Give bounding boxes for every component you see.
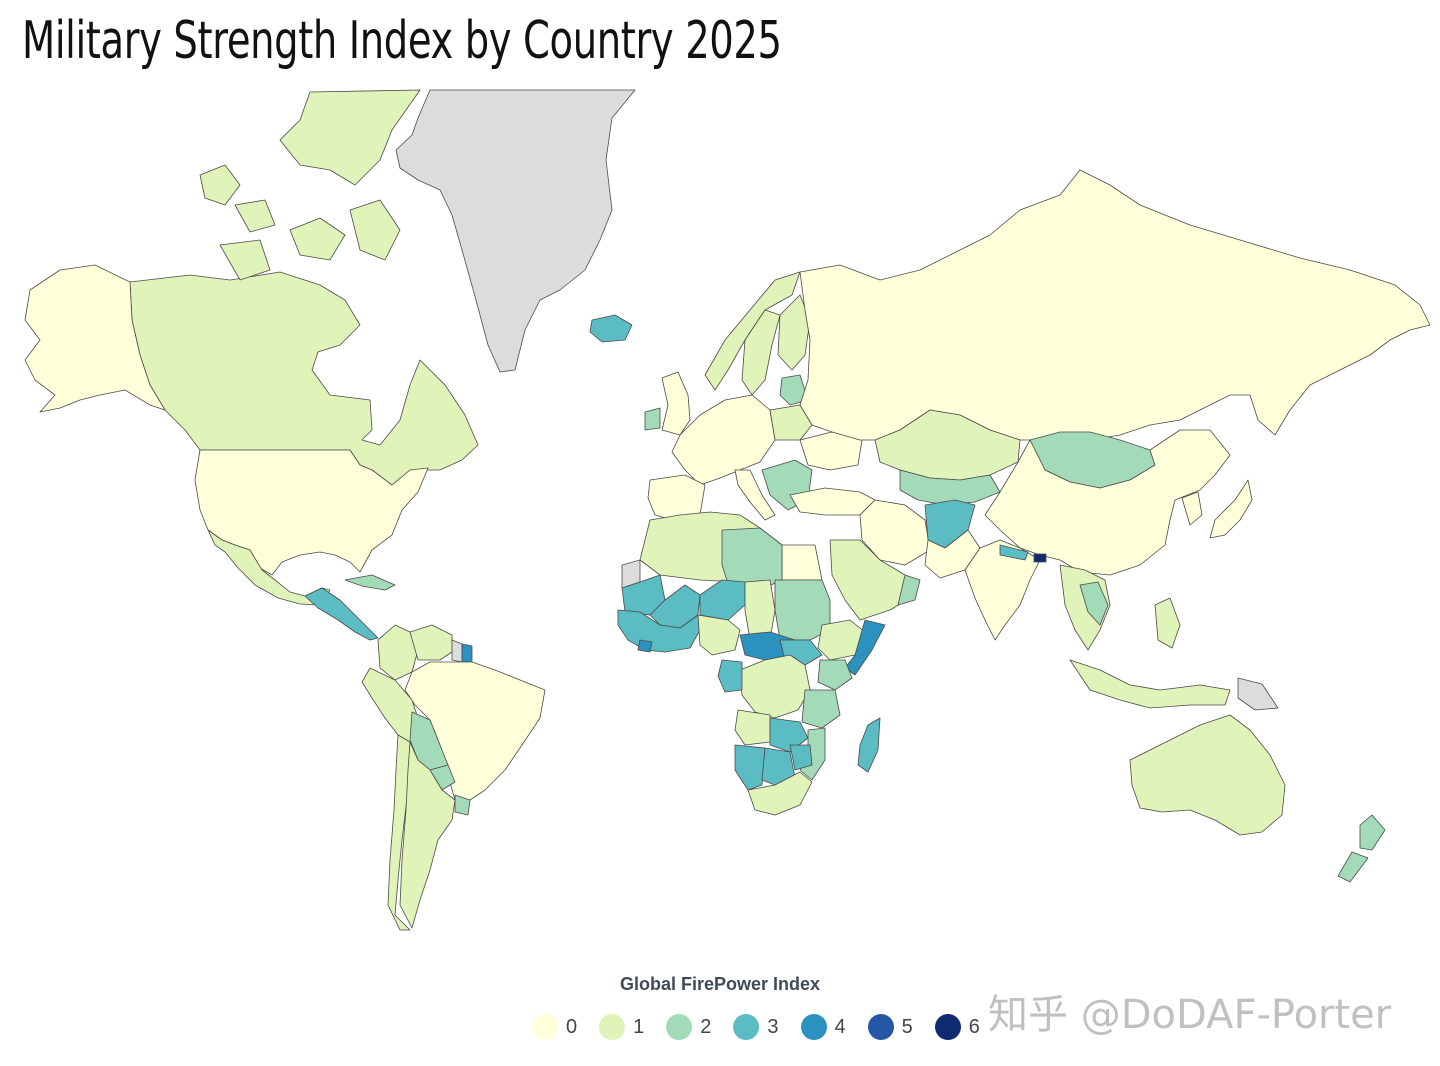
legend-item-6[interactable]: 6 (934, 1014, 980, 1040)
region-laos[interactable]: Laos: 2 (1079, 581, 1109, 626)
region-baltic-states[interactable]: Baltic States: 2 (779, 374, 809, 406)
region-madagascar[interactable]: Madagascar: 3 (857, 717, 881, 773)
region-liberia[interactable]: Liberia: 4 (637, 639, 653, 653)
region-greenland[interactable]: Greenland: (395, 89, 636, 373)
region-brazil[interactable]: Brazil: 0 (404, 661, 546, 801)
region-iceland[interactable]: Iceland: 3 (589, 314, 633, 343)
region-united-kingdom[interactable]: United Kingdom: 0 (661, 371, 691, 436)
region-japan[interactable]: Japan: 0 (1209, 479, 1253, 539)
legend-label-1: 1 (633, 1015, 645, 1038)
map-title: Military Strength Index by Country 2025 (22, 11, 782, 71)
legend-item-4[interactable]: 4 (800, 1014, 846, 1040)
legend-swatch-4 (800, 1014, 827, 1040)
region-niger[interactable]: Niger: 3 (699, 579, 746, 621)
legend-item-0[interactable]: 0 (532, 1014, 577, 1040)
region-nigeria[interactable]: Nigeria: 1 (697, 614, 741, 656)
region-norway[interactable]: Norway: 1 (704, 271, 801, 391)
region-nepal[interactable]: Nepal: 3 (999, 544, 1029, 561)
region-canadian-arctic-islands[interactable]: Canadian Arctic Islands: 1 (199, 89, 421, 281)
region-indonesia[interactable]: Indonesia: 1 (1069, 659, 1231, 709)
region-colombia[interactable]: Colombia: 1 (377, 624, 419, 681)
region-italy[interactable]: Italy: 0 (734, 469, 776, 521)
region-papua-new-guinea[interactable]: Papua New Guinea: (1237, 677, 1279, 711)
region-bhutan[interactable]: Bhutan: 6 (1033, 553, 1047, 563)
region-tanzania[interactable]: Tanzania: 2 (801, 689, 841, 729)
legend-item-1[interactable]: 1 (599, 1014, 644, 1040)
legend-item-5[interactable]: 5 (867, 1014, 913, 1040)
region-uruguay[interactable]: Uruguay: 2 (454, 794, 471, 816)
region-egypt[interactable]: Egypt: 0 (781, 544, 823, 581)
region-central-asia[interactable]: Central Asia: 2 (899, 469, 1001, 506)
legend-label-3: 3 (767, 1015, 779, 1038)
legend-swatch-1 (599, 1014, 626, 1040)
legend-label-4: 4 (834, 1015, 846, 1038)
region-south-africa[interactable]: South Africa: 1 (747, 771, 813, 816)
region-korean-peninsula[interactable]: Korean Peninsula: 0 (1181, 491, 1203, 526)
watermark: 知乎 @DoDAF-Porter (988, 992, 1392, 1038)
region-zimbabwe[interactable]: Zimbabwe: 3 (789, 744, 813, 771)
region-chad[interactable]: Chad: 1 (744, 579, 776, 641)
region-suriname[interactable]: Suriname: 4 (461, 643, 473, 663)
region-canada[interactable]: Canada: 1 (129, 271, 479, 486)
legend-label-6: 6 (968, 1015, 980, 1038)
legend-swatch-2 (666, 1014, 693, 1040)
region-western-europe[interactable]: Western Europe: 0 (671, 394, 776, 486)
region-kenya[interactable]: Kenya: 2 (817, 659, 853, 691)
legend-swatch-3 (733, 1014, 760, 1040)
region-india[interactable]: India: 0 (964, 539, 1041, 641)
legend-swatch-6 (934, 1014, 961, 1040)
legend-item-3[interactable]: 3 (733, 1014, 779, 1040)
region-alaska-usa[interactable]: Alaska (USA): 0 (24, 264, 166, 413)
region-namibia[interactable]: Namibia: 3 (734, 744, 766, 791)
region-argentina[interactable]: Argentina: 1 (399, 741, 456, 929)
region-mexico[interactable]: Mexico: 1 (207, 529, 331, 606)
region-gabon[interactable]: Gabon: 3 (717, 659, 743, 693)
region-dr-congo[interactable]: DR Congo: 1 (739, 654, 811, 719)
region-central-america[interactable]: Central America: 3 (304, 587, 379, 641)
region-angola[interactable]: Angola: 1 (734, 709, 771, 746)
legend-swatch-0 (532, 1014, 558, 1040)
region-poland[interactable]: Poland: 1 (769, 404, 813, 441)
region-australia[interactable]: Australia: 1 (1129, 714, 1286, 836)
region-philippines[interactable]: Philippines: 1 (1154, 597, 1181, 649)
region-finland[interactable]: Finland: 1 (777, 294, 811, 371)
region-turkey[interactable]: Turkey: 0 (789, 487, 876, 516)
legend-label-2: 2 (700, 1015, 712, 1038)
legend-swatch-5 (867, 1014, 894, 1040)
legend: 0 1 2 3 4 5 6 (532, 1012, 1002, 1042)
legend-item-2[interactable]: 2 (666, 1014, 711, 1040)
region-somalia[interactable]: Somalia: 4 (844, 619, 886, 676)
legend-title: Global FirePower Index (619, 974, 821, 994)
region-new-zealand[interactable]: New Zealand: 2 (1337, 814, 1386, 883)
region-guyana[interactable]: Guyana: (451, 639, 463, 663)
legend-label-0: 0 (566, 1015, 578, 1038)
world-map[interactable]: Greenland: Canada: 1Canadian Arctic Isla… (0, 88, 1440, 948)
region-iran[interactable]: Iran: 0 (859, 499, 931, 566)
region-cuba[interactable]: Cuba: 2 (344, 574, 396, 591)
region-sweden[interactable]: Sweden: 1 (741, 309, 781, 396)
region-west-africa-coast[interactable]: West Africa Coast: 3 (617, 609, 701, 653)
region-russia[interactable]: Russia: 0 (799, 169, 1431, 441)
legend-label-5: 5 (901, 1015, 913, 1038)
region-venezuela[interactable]: Venezuela: 1 (409, 624, 453, 661)
region-ireland[interactable]: Ireland: 2 (644, 407, 661, 431)
region-oman[interactable]: Oman: 2 (897, 574, 921, 606)
